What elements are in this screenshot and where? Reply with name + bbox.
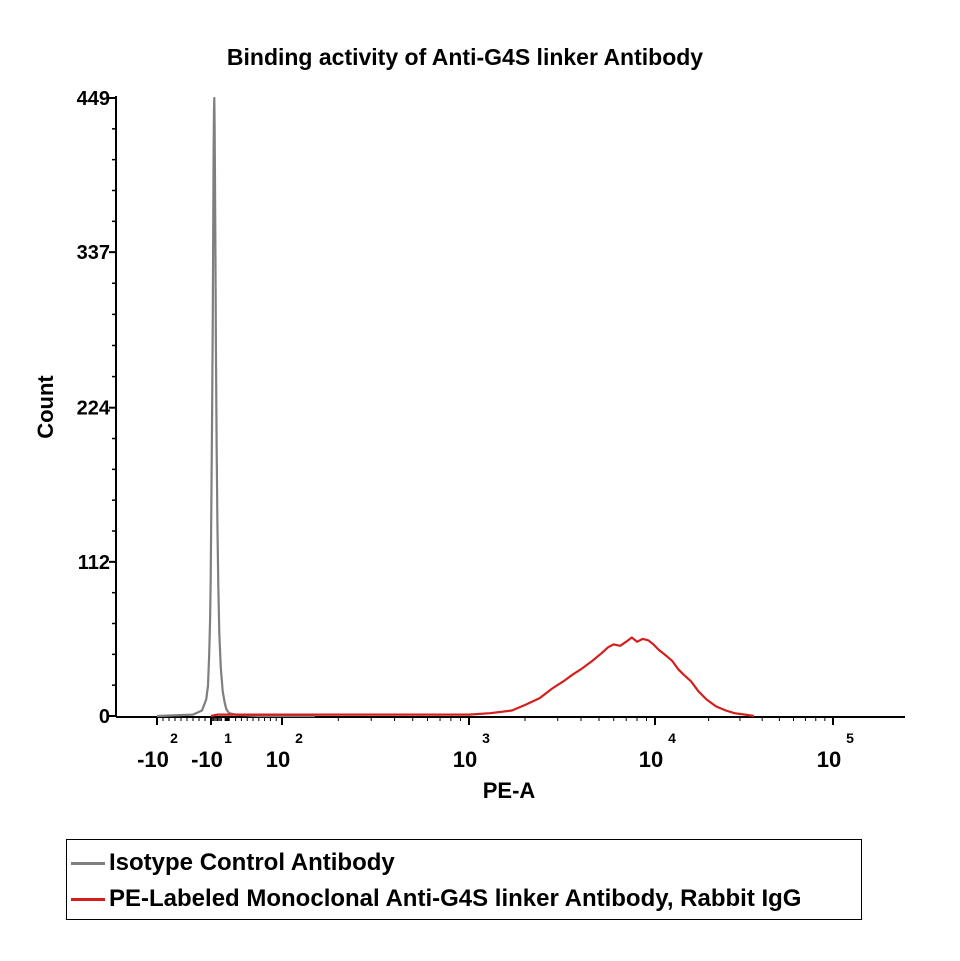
chart-title: Binding activity of Anti-G4S linker Anti… bbox=[227, 44, 703, 70]
legend-swatch-pe-labeled bbox=[71, 897, 105, 901]
y-tick-label: 224 bbox=[77, 398, 111, 420]
series-line-isotype bbox=[156, 96, 315, 718]
x-tick-label: 10 bbox=[639, 747, 663, 772]
series-lines bbox=[156, 96, 755, 718]
x-tick-exponent: 3 bbox=[482, 730, 490, 746]
x-tick-label: -10 bbox=[191, 747, 223, 772]
legend-swatch-isotype bbox=[71, 861, 105, 865]
y-tick-label: 337 bbox=[77, 242, 110, 264]
series-line-pe-labeled bbox=[210, 636, 755, 718]
x-tick-label: 10 bbox=[817, 747, 841, 772]
y-tick-label: 112 bbox=[78, 552, 110, 574]
x-tick-label: 10 bbox=[453, 747, 477, 772]
x-axis-label: PE-A bbox=[483, 778, 536, 803]
legend: Isotype Control Antibody PE-Labeled Mono… bbox=[66, 839, 862, 920]
y-axis-label: Count bbox=[33, 375, 58, 439]
y-ticks: 0 112 224 337 449 bbox=[77, 88, 116, 728]
axes bbox=[115, 96, 905, 718]
x-tick-exponent: 1 bbox=[224, 730, 232, 746]
y-tick-label: 449 bbox=[77, 88, 110, 110]
legend-item-pe-labeled: PE-Labeled Monoclonal Anti-G4S linker An… bbox=[71, 882, 801, 916]
x-tick-exponent: 2 bbox=[295, 730, 303, 746]
x-tick-label: 10 bbox=[266, 747, 290, 772]
legend-item-isotype: Isotype Control Antibody bbox=[71, 846, 395, 880]
x-tick-label: -10 bbox=[137, 747, 169, 772]
y-tick-label: 0 bbox=[99, 706, 110, 728]
legend-label-isotype: Isotype Control Antibody bbox=[109, 849, 395, 876]
x-tick-exponent: 5 bbox=[846, 730, 854, 746]
x-tick-exponent: 4 bbox=[668, 730, 676, 746]
legend-label-pe-labeled: PE-Labeled Monoclonal Anti-G4S linker An… bbox=[109, 885, 802, 912]
x-tick-exponent: 2 bbox=[170, 730, 178, 746]
